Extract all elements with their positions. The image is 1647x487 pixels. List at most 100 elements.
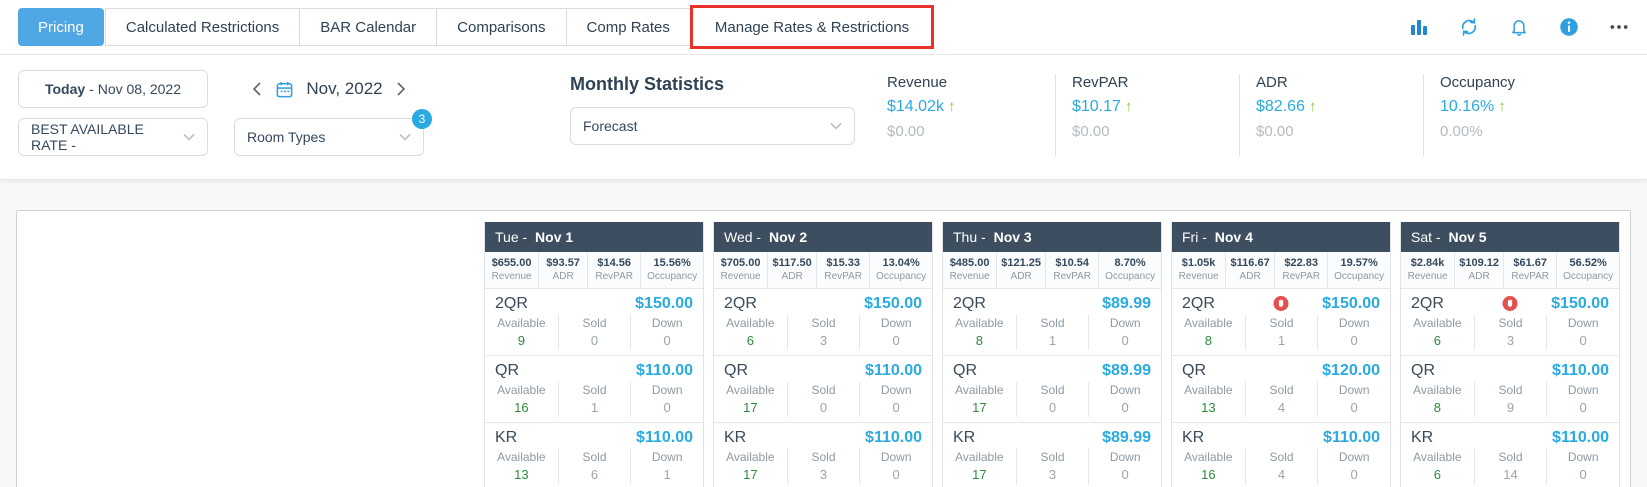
room-rate-value[interactable]: $150.00 — [1322, 295, 1380, 312]
available-cell: Available 8 — [943, 315, 1016, 350]
available-label: Available — [1413, 450, 1462, 464]
notifications-bell-icon[interactable] — [1509, 17, 1529, 37]
monthly-stat-revpar: RevPAR $10.17 ↑ $0.00 — [1055, 74, 1239, 156]
available-label: Available — [497, 316, 546, 330]
down-cell: Down 0 — [1546, 449, 1619, 484]
room-rate-value[interactable]: $120.00 — [1322, 362, 1380, 379]
day-stat-value: $93.57 — [546, 257, 580, 269]
bar-chart-icon[interactable] — [1409, 17, 1429, 37]
room-rate-value[interactable]: $110.00 — [1552, 362, 1609, 379]
available-value: 17 — [972, 400, 987, 415]
available-cell: Available 9 — [485, 315, 558, 350]
more-options-icon[interactable] — [1609, 17, 1629, 37]
monthly-stat-revenue: Revenue $14.02k ↑ $0.00 — [871, 74, 1055, 156]
sold-cell: Sold 4 — [1244, 449, 1318, 484]
day-stat-adr: $93.57 ADR — [538, 252, 587, 288]
down-value: 0 — [1121, 400, 1129, 415]
next-month-button[interactable] — [395, 81, 407, 97]
stop-sell-icon[interactable] — [1502, 296, 1518, 311]
sold-label: Sold — [582, 450, 607, 464]
monthly-statistics-title: Monthly Statistics — [570, 74, 725, 94]
day-weekday: Sat - — [1411, 229, 1445, 245]
day-weekday: Fri - — [1182, 229, 1211, 245]
down-label: Down — [880, 316, 912, 330]
sold-value: 3 — [819, 333, 828, 348]
available-label: Available — [955, 383, 1004, 397]
sold-label: Sold — [582, 316, 607, 330]
room-types-dropdown[interactable]: Room Types 3 — [234, 109, 432, 156]
tab-comp-rates[interactable]: Comp Rates — [565, 8, 691, 46]
calendar-icon[interactable] — [275, 80, 294, 99]
day-header[interactable]: Tue - Nov 1 — [485, 222, 703, 252]
available-label: Available — [1413, 383, 1462, 397]
tab-comparisons[interactable]: Comparisons — [436, 8, 567, 46]
sold-cell: Sold 4 — [1244, 382, 1318, 417]
day-stat-adr: $116.67 ADR — [1225, 252, 1274, 288]
down-value: 1 — [663, 467, 671, 482]
stat-secondary-value: $0.00 — [1256, 123, 1294, 140]
sold-label: Sold — [1498, 450, 1523, 464]
room-rate-value[interactable]: $110.00 — [865, 362, 922, 379]
available-value: 17 — [972, 467, 987, 482]
day-stat-value: $109.12 — [1459, 257, 1499, 269]
day-header[interactable]: Wed - Nov 2 — [714, 222, 932, 252]
room-type-code: QR — [1182, 362, 1206, 379]
down-value: 0 — [663, 400, 671, 415]
room-rate-value[interactable]: $150.00 — [864, 295, 922, 312]
trend-up-arrow-icon: ↑ — [1124, 98, 1133, 115]
day-header[interactable]: Thu - Nov 3 — [943, 222, 1161, 252]
available-label: Available — [1413, 316, 1462, 330]
day-card-nov-5: Sat - Nov 5 $2.84k Revenue $109.12 ADR $… — [1400, 222, 1620, 487]
down-label: Down — [1338, 316, 1370, 330]
stop-sell-icon[interactable] — [1273, 296, 1289, 311]
day-stat-revenue: $1.05k Revenue — [1172, 252, 1225, 288]
down-value: 0 — [1121, 333, 1129, 348]
day-stat-value: $61.67 — [1513, 257, 1547, 269]
rate-plan-dropdown[interactable]: BEST AVAILABLE RATE - — [18, 118, 208, 156]
down-cell: Down 0 — [859, 315, 932, 350]
room-rate-value[interactable]: $89.99 — [1102, 429, 1151, 446]
room-rate-value[interactable]: $89.99 — [1102, 295, 1151, 312]
down-value: 0 — [1350, 400, 1358, 415]
available-label: Available — [497, 450, 546, 464]
previous-month-button[interactable] — [251, 81, 263, 97]
statistics-mode-dropdown[interactable]: Forecast — [570, 107, 855, 145]
day-stat-value: $705.00 — [720, 257, 761, 269]
available-value: 13 — [1201, 400, 1216, 415]
room-rate-value[interactable]: $89.99 — [1102, 362, 1151, 379]
day-header[interactable]: Sat - Nov 5 — [1401, 222, 1619, 252]
room-row-kr: KR $110.00 Available 16 Sold 4 Down 0 — [1172, 423, 1390, 487]
sold-cell: Sold 1 — [1015, 315, 1089, 350]
day-rooms: 2QR $150.00 Available 6 Sold 3 Down 0 — [714, 289, 932, 487]
tab-pricing[interactable]: Pricing — [18, 8, 104, 46]
available-value: 17 — [743, 400, 758, 415]
current-month-label: Nov, 2022 — [306, 79, 383, 98]
room-row-2qr: 2QR $150.00 Available 8 Sold 1 Down 0 — [1172, 289, 1390, 356]
room-rate-value[interactable]: $110.00 — [636, 362, 693, 379]
tab-calculated-restrictions[interactable]: Calculated Restrictions — [104, 8, 301, 46]
room-rate-value[interactable]: $110.00 — [1323, 429, 1380, 446]
room-rate-value[interactable]: $150.00 — [635, 295, 693, 312]
day-stat-value: $485.00 — [949, 257, 990, 269]
day-stat-value: $655.00 — [491, 257, 532, 269]
tab-bar-calendar[interactable]: BAR Calendar — [299, 8, 438, 46]
day-date: Nov 4 — [1214, 229, 1253, 245]
day-stat-label: ADR — [552, 271, 574, 282]
info-icon[interactable] — [1559, 17, 1579, 37]
room-rate-value[interactable]: $150.00 — [1551, 295, 1609, 312]
day-stats-strip: $705.00 Revenue $117.50 ADR $15.33 RevPA… — [714, 252, 932, 289]
day-date: Nov 2 — [768, 229, 808, 245]
room-rate-value[interactable]: $110.00 — [865, 429, 922, 446]
tab-manage-rates-restrictions[interactable]: Manage Rates & Restrictions — [689, 5, 935, 49]
room-rate-value[interactable]: $110.00 — [636, 429, 693, 446]
today-date-button[interactable]: Today - Nov 08, 2022 — [18, 70, 208, 108]
room-rate-value[interactable]: $110.00 — [1552, 429, 1609, 446]
down-label: Down — [1109, 316, 1141, 330]
stat-value: $14.02k ↑ — [887, 98, 956, 115]
sold-cell: Sold 3 — [1473, 315, 1547, 350]
sold-cell: Sold 3 — [786, 315, 860, 350]
monthly-stats-group: Revenue $14.02k ↑ $0.00 RevPAR $10.17 ↑ $0… — [871, 74, 1607, 156]
day-stats-strip: $2.84k Revenue $109.12 ADR $61.67 RevPAR… — [1401, 252, 1619, 289]
refresh-icon[interactable] — [1459, 17, 1479, 37]
day-header[interactable]: Fri - Nov 4 — [1172, 222, 1390, 252]
